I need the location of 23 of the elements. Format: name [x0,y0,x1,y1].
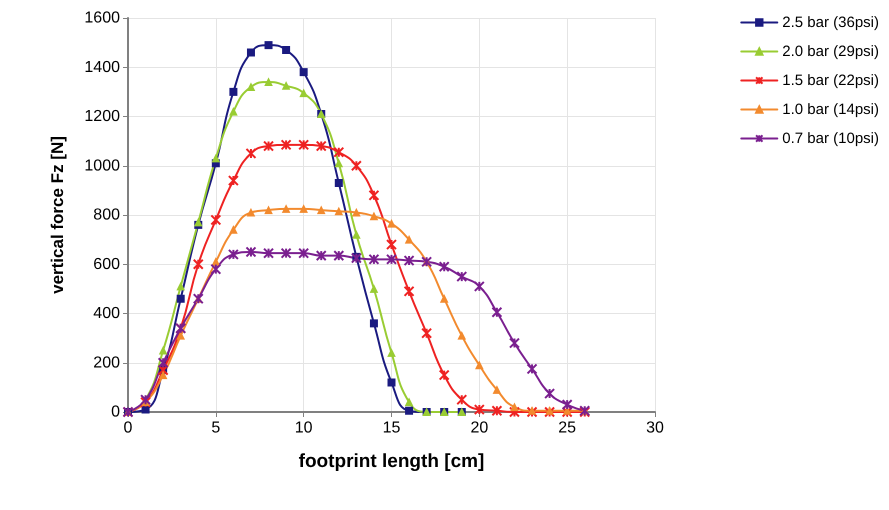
y-tick-label: 1400 [84,58,120,76]
legend-label: 2.0 bar (29psi) [782,43,880,60]
y-tick-label: 800 [93,206,120,224]
x-tick-label: 5 [211,420,220,436]
legend-label: 1.0 bar (14psi) [782,101,880,118]
legend-label: 2.5 bar (36psi) [782,14,880,31]
x-tick-label: 20 [470,420,488,436]
x-tick-label: 0 [124,420,133,436]
x-tick-label: 15 [382,420,400,436]
legend-label: 0.7 bar (10psi) [782,130,880,147]
y-tick-label: 200 [93,354,120,372]
x-tick-label: 10 [294,420,313,436]
x-axis-title: footprint length [cm] [298,451,484,472]
y-tick-label: 400 [93,305,120,322]
y-tick-label: 1000 [84,157,120,174]
x-tick-label: 25 [558,420,576,436]
y-tick-label: 1200 [84,108,120,125]
y-tick-label: 600 [93,256,120,273]
y-tick-label: 0 [111,404,120,420]
y-tick-label: 1600 [84,10,120,26]
x-tick-label: 30 [646,420,664,436]
legend-label: 1.5 bar (22psi) [782,72,880,89]
y-axis-title: vertical force Fz [N] [48,136,67,294]
